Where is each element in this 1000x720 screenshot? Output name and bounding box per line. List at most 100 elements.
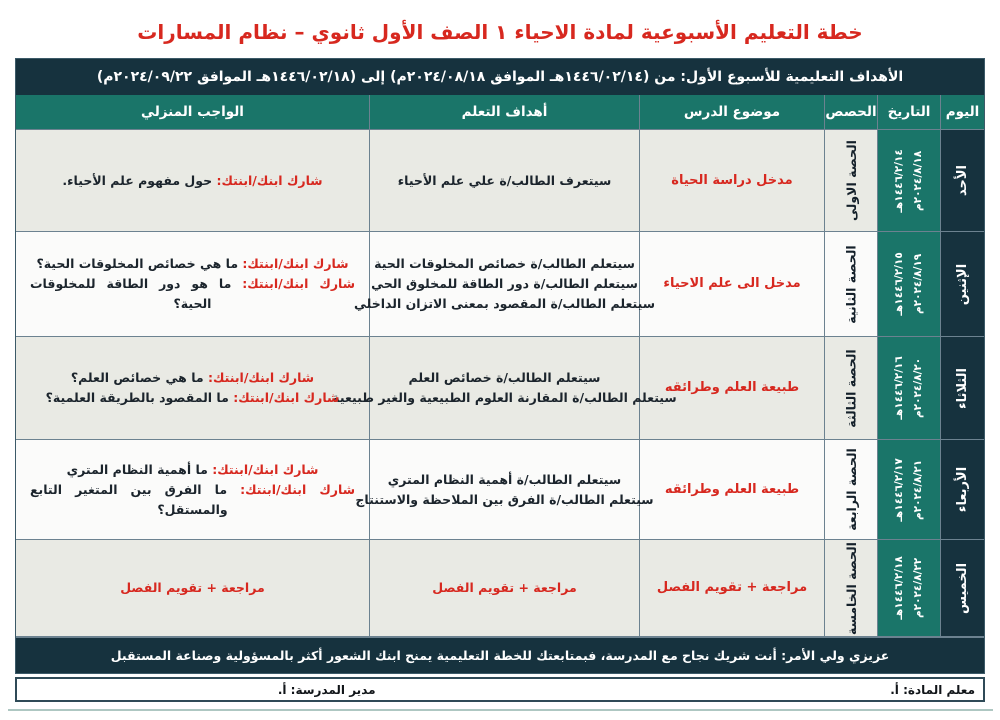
objective-line: سيتعلم الطالب/ة دور الطاقة للمخلوق الحي [371,276,638,291]
hijri-date: ١٤٤٦/٢/١٥هـ [893,252,906,316]
objective-line: سيتعرف الطالب/ة علي علم الأحياء [397,172,612,188]
date-label: ١٤٤٦/٢/١٤هـ ٢٠٢٤/٨/١٨م [890,149,928,212]
homework-line: شارك ابنك/ابنتك: حول مفهوم علم الأحياء. [30,171,355,191]
homework-lead: شارك ابنك/ابنتك: [240,481,355,497]
column-header-day: اليوم [940,95,984,129]
teacher-signature: معلم المادة: أ. [890,682,975,697]
homework-lead: شارك ابنك/ابنتك: [242,256,349,271]
homework-line: شارك ابنك/ابنتك: ما هي خصائص العلم؟ [30,368,355,388]
homework-text: ما الفرق بين المتغير التابع والمستقل؟ [30,481,228,517]
homework-cell: شارك ابنك/ابنتك: ما أهمية النظام المتري ش… [16,440,369,539]
homework-cell: شارك ابنك/ابنتك: ما هي خصائص المخلوقات ا… [16,232,369,336]
week-objectives-banner: الأهداف التعليمية للأسبوع الأول: من (١٤٤… [16,59,984,95]
homework-text: حول مفهوم علم الأحياء. [62,172,213,188]
period-label: الحصة الثالثة [843,348,859,428]
day-label: الأحد [955,164,971,197]
objective-line: مراجعة + تقويم الفصل [432,580,577,595]
date-cell: ١٤٤٦/٢/١٧هـ ٢٠٢٤/٨/٢١م [877,440,940,539]
date-label: ١٤٤٦/٢/١٥هـ ٢٠٢٤/٨/١٩م [890,252,928,315]
principal-signature: مدير المدرسة: أ. [277,682,376,697]
date-cell: ١٤٤٦/٢/١٨هـ ٢٠٢٤/٨/٢٢م [877,540,940,636]
objective-line: سيتعلم الطالب/ة خصائص المخلوقات الحية [374,256,635,271]
homework-lead: شارك ابنك/ابنتك: [242,276,355,291]
lesson-topic: مراجعة + تقويم الفصل [656,580,808,596]
gregorian-date: ٢٠٢٤/٨/٢٢م [912,557,924,619]
plan-table: الأهداف التعليمية للأسبوع الأول: من (١٤٤… [15,58,985,674]
homework-cell: شارك ابنك/ابنتك: ما هي خصائص العلم؟ شارك … [16,337,369,439]
day-cell: الثلاثاء [940,337,984,439]
day-label: الخميس [954,562,970,614]
objectives-cell: سيتعلم الطالب/ة خصائص العلم سيتعلم الطالب… [332,337,677,439]
table-row: الخميس ١٤٤٦/٢/١٨هـ ٢٠٢٤/٨/٢٢م الحصة الخامسة… [16,540,984,637]
gregorian-date: ٢٠٢٤/٨/٢٠م [912,357,924,419]
homework-cell: مراجعة + تقويم الفصل [16,540,369,636]
homework-lead: شارك ابنك/ابنتك: [233,390,340,405]
homework-lead: شارك ابنك/ابنتك: [208,370,315,385]
period-label: الحصة الخامسة [843,541,859,635]
lesson-topic: طبيعة العلم وطرائقه [664,481,800,497]
date-cell: ١٤٤٦/٢/١٤هـ ٢٠٢٤/٨/١٨م [877,130,940,231]
objectives-cell: سيتعلم الطالب/ة خصائص المخلوقات الحية سيت… [354,232,655,336]
table-row: الثلاثاء ١٤٤٦/٢/١٦هـ ٢٠٢٤/٨/٢٠م الحصة الثال… [16,337,984,440]
day-cell: الأحد [940,130,984,231]
column-header-topic: موضوع الدرس [639,95,824,129]
objectives-cell: سيتعلم الطالب/ة أهمية النظام المتري سيتعل… [355,440,654,539]
table-header-row: اليوم التاريخ الحصص موضوع الدرس أهداف ال… [16,95,984,130]
period-label: الحصة الثانية [843,244,859,324]
homework-text: ما المقصود بالطريقة العلمية؟ [45,390,229,405]
gregorian-date: ٢٠٢٤/٨/١٨م [912,150,924,211]
gregorian-date: ٢٠٢٤/٨/٢١م [912,459,924,520]
hijri-date: ١٤٤٦/٢/١٨هـ [893,556,906,620]
objective-line: سيتعلم الطالب/ة المقارنة العلوم الطبيعية… [332,390,677,405]
lesson-topic: مدخل الى علم الاحياء [663,276,801,292]
table-body: الأحد ١٤٤٦/٢/١٤هـ ٢٠٢٤/٨/١٨م الحصة الاولى مد… [16,130,984,637]
period-cell: الحصة الثالثة [824,337,877,439]
table-row: الأربعاء ١٤٤٦/٢/١٧هـ ٢٠٢٤/٨/٢١م الحصة الراب… [16,440,984,540]
objectives-cell: سيتعرف الطالب/ة علي علم الأحياء [369,130,639,231]
homework-lead: شارك ابنك/ابنتك: [216,172,323,188]
day-label: الثلاثاء [955,367,970,409]
period-label: الحصة الرابعة [843,448,859,531]
homework-text: ما هو دور الطاقة للمخلوقات الحية؟ [30,276,232,311]
homework-text: ما أهمية النظام المتري [66,461,208,477]
homework-line: شارك ابنك/ابنتك: ما الفرق بين المتغير ال… [30,480,355,520]
homework-line: شارك ابنك/ابنتك: ما المقصود بالطريقة الع… [30,388,355,408]
homework-text: مراجعة + تقويم الفصل [120,580,265,595]
objective-line: سيتعلم الطالب/ة أهمية النظام المتري [387,471,622,487]
parent-note: عزيزي ولي الأمر: أنت شريك نجاح مع المدرس… [16,637,984,673]
lesson-topic-cell: مراجعة + تقويم الفصل [639,540,824,636]
homework-line: شارك ابنك/ابنتك: ما هو دور الطاقة للمخلو… [30,274,355,314]
gregorian-date: ٢٠٢٤/٨/١٩م [912,253,924,315]
homework-lead: شارك ابنك/ابنتك: [212,461,319,477]
hijri-date: ١٤٤٦/٢/١٤هـ [893,148,906,213]
period-cell: الحصة الثانية [824,232,877,336]
bottom-divider [8,709,993,711]
lesson-topic-cell: مدخل دراسة الحياة [639,130,824,231]
homework-cell: شارك ابنك/ابنتك: حول مفهوم علم الأحياء. [16,130,369,231]
table-row: الأحد ١٤٤٦/٢/١٤هـ ٢٠٢٤/٨/١٨م الحصة الاولى مد… [16,130,984,232]
objective-line: سيتعلم الطالب/ة الفرق بين الملاحظة والاس… [355,491,654,507]
day-label: الإثنين [955,263,970,305]
day-cell: الإثنين [940,232,984,336]
homework-text: ما هي خصائص المخلوقات الحية؟ [36,256,239,271]
date-cell: ١٤٤٦/٢/١٥هـ ٢٠٢٤/٨/١٩م [877,232,940,336]
date-cell: ١٤٤٦/٢/١٦هـ ٢٠٢٤/٨/٢٠م [877,337,940,439]
homework-line: شارك ابنك/ابنتك: ما أهمية النظام المتري [30,460,355,480]
date-label: ١٤٤٦/٢/١٧هـ ٢٠٢٤/٨/٢١م [890,458,928,521]
homework-line: مراجعة + تقويم الفصل [30,578,355,598]
date-label: ١٤٤٦/٢/١٦هـ ٢٠٢٤/٨/٢٠م [890,356,928,419]
period-cell: الحصة الخامسة [824,540,877,636]
lesson-topic: طبيعة العلم وطرائقه [664,380,800,396]
lesson-topic-cell: طبيعة العلم وطرائقه [639,337,824,439]
date-label: ١٤٤٦/٢/١٨هـ ٢٠٢٤/٨/٢٢م [890,556,928,619]
column-header-objectives: أهداف التعلم [369,95,639,129]
lesson-topic-cell: طبيعة العلم وطرائقه [639,440,824,539]
day-cell: الخميس [940,540,984,636]
period-cell: الحصة الرابعة [824,440,877,539]
table-row: الإثنين ١٤٤٦/٢/١٥هـ ٢٠٢٤/٨/١٩م الحصة الثاني… [16,232,984,337]
day-cell: الأربعاء [940,440,984,539]
page-title: خطة التعليم الأسبوعية لمادة الاحياء ١ ال… [137,20,863,44]
period-label: الحصة الاولى [843,140,859,221]
lesson-topic: مدخل دراسة الحياة [671,172,793,188]
hijri-date: ١٤٤٦/٢/١٧هـ [893,457,906,522]
